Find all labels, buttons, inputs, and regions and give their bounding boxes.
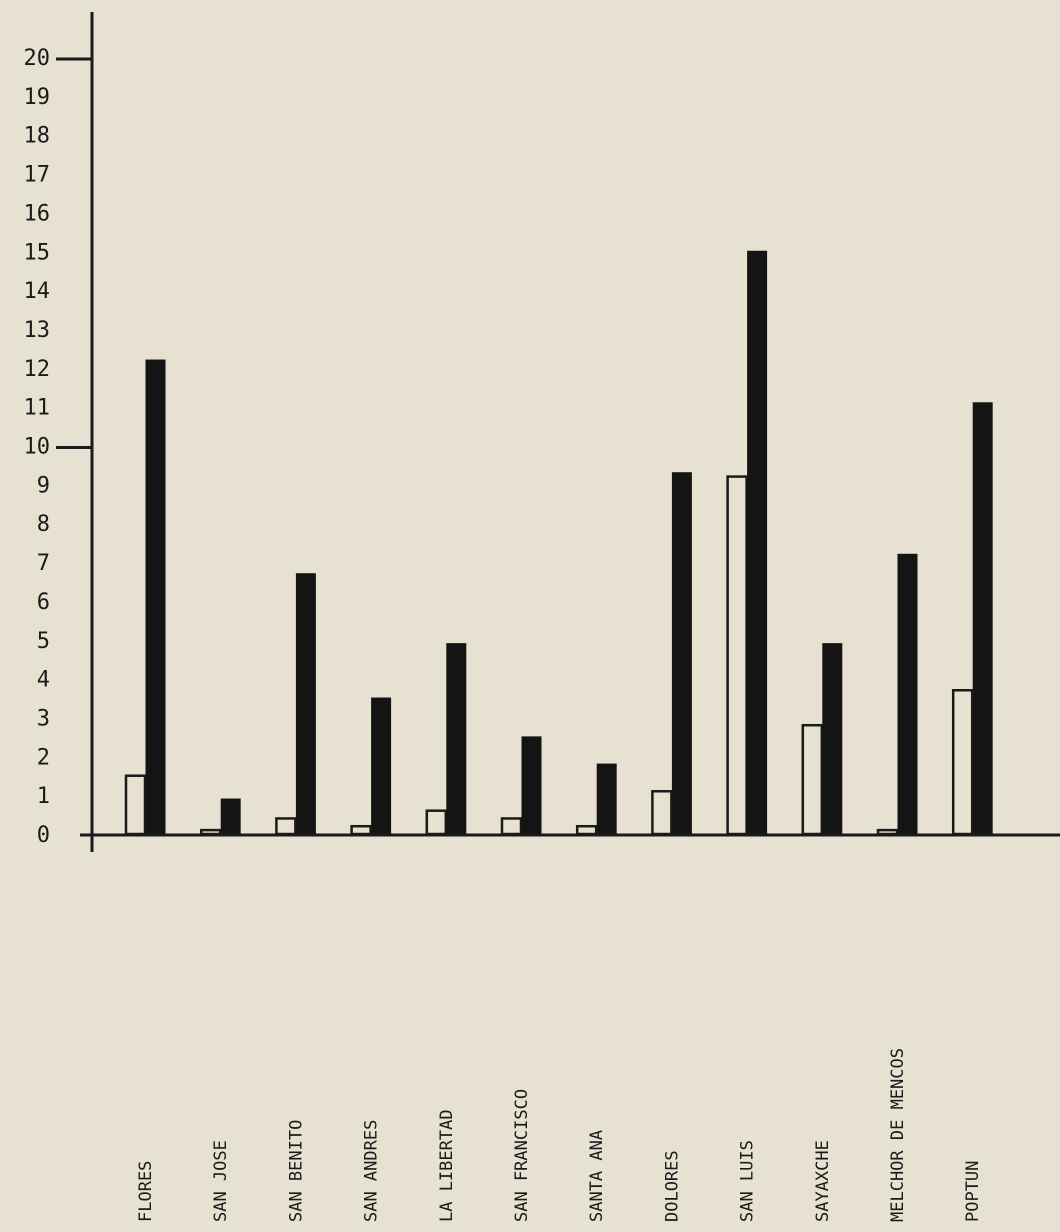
category-label: DOLORES [662, 1150, 682, 1222]
bar-filled-7 [671, 472, 692, 835]
y-tick-label: 20 [24, 46, 51, 71]
bar-hollow-1 [199, 828, 222, 836]
category-label: SAN ANDRES [362, 1120, 382, 1222]
y-tick-label: 16 [24, 201, 51, 226]
category-label: SAN FRANCISCO [512, 1089, 532, 1222]
category-label: MELCHOR DE MENCOS [888, 1048, 908, 1222]
y-tick-label: 13 [24, 318, 51, 343]
category-label: SAN JOSE [211, 1140, 231, 1222]
category-label: SAYAXCHE [813, 1140, 833, 1222]
bar-filled-8 [747, 250, 768, 835]
bar-hollow-7 [651, 790, 673, 836]
y-tick-label: 8 [37, 512, 50, 537]
bar-hollow-2 [275, 817, 297, 836]
bar-hollow-9 [801, 723, 824, 836]
category-label: SAN BENITO [286, 1120, 306, 1222]
y-tick-label: 1 [37, 784, 50, 809]
y-tick-label: 9 [37, 473, 50, 498]
y-tick-label: 5 [37, 629, 50, 654]
y-tick-label: 6 [37, 590, 50, 615]
bar-hollow-4 [425, 809, 448, 836]
bars [124, 250, 993, 836]
bar-filled-5 [521, 736, 542, 835]
y-tick-label: 0 [37, 823, 50, 848]
y-tick-label: 12 [24, 357, 51, 382]
y-tick-label: 10 [24, 435, 51, 460]
category-label: SAN LUIS [738, 1140, 758, 1222]
bar-filled-4 [446, 643, 467, 835]
bar-filled-9 [822, 643, 843, 835]
y-tick-label: 11 [24, 396, 51, 421]
bar-filled-11 [972, 402, 993, 835]
y-tick-label: 19 [24, 85, 51, 110]
y-tick-label: 18 [24, 124, 51, 149]
bar-filled-0 [145, 359, 166, 835]
y-tick-label: 3 [37, 706, 50, 731]
bar-filled-3 [371, 697, 392, 835]
bar-hollow-8 [726, 475, 748, 836]
category-label: FLORES [136, 1161, 156, 1222]
category-label: SANTA ANA [587, 1130, 607, 1222]
y-tick-label: 7 [37, 551, 50, 576]
category-label: LA LIBERTAD [437, 1109, 457, 1222]
bar-hollow-10 [876, 828, 899, 836]
y-tick-label: 17 [24, 163, 51, 188]
bar-filled-6 [596, 763, 617, 835]
y-tick-label: 15 [24, 240, 51, 265]
y-tick-label: 14 [24, 279, 51, 304]
y-tick-label: 2 [37, 745, 50, 770]
bar-filled-1 [220, 798, 241, 835]
bar-hollow-6 [575, 824, 598, 836]
bar-filled-10 [897, 553, 918, 835]
category-labels: FLORES SAN JOSE SAN BENITO SAN ANDRES LA LIB… [136, 1048, 983, 1222]
bar-hollow-0 [124, 774, 147, 836]
bar-hollow-5 [500, 817, 523, 836]
y-tick-label: 4 [37, 668, 50, 693]
category-label: POPTUN [963, 1161, 983, 1222]
bar-filled-2 [295, 573, 316, 835]
bar-hollow-3 [350, 824, 372, 836]
bar-hollow-11 [951, 689, 974, 836]
